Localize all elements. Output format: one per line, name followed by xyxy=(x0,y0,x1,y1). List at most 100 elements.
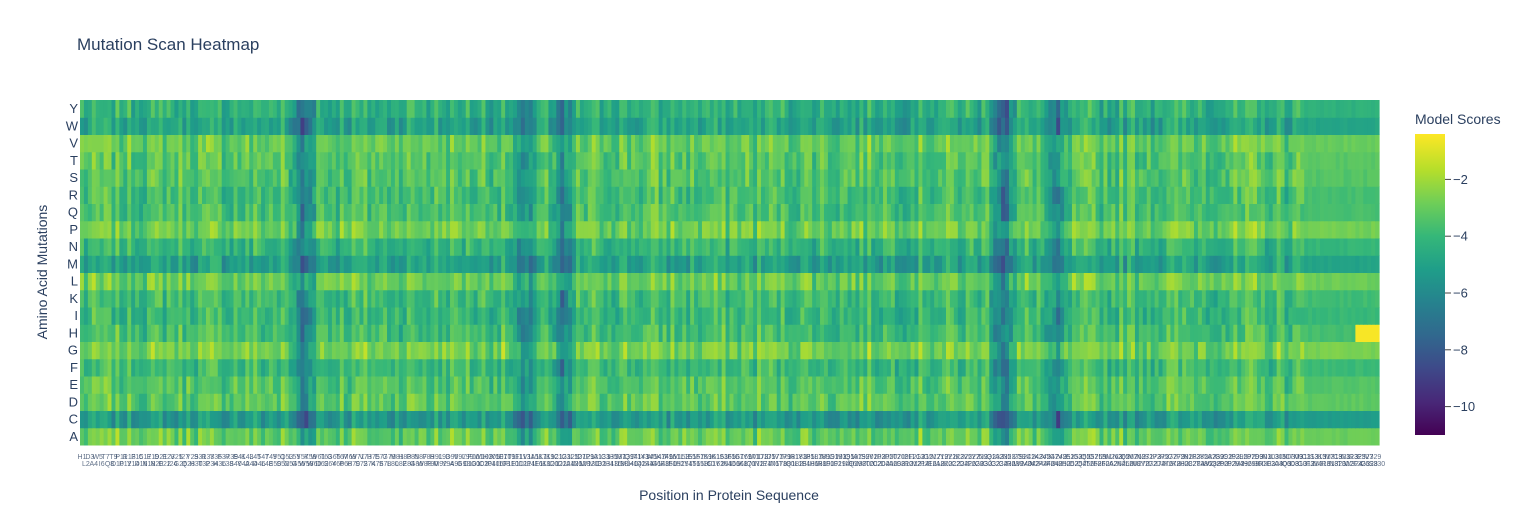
heatmap-cell xyxy=(469,186,475,204)
heatmap-cell xyxy=(768,255,774,273)
heatmap-cell xyxy=(1319,393,1325,411)
heatmap-cell xyxy=(485,324,490,342)
heatmap-cell xyxy=(1249,427,1254,446)
heatmap-cell xyxy=(1032,203,1038,222)
heatmap-cell xyxy=(599,255,605,273)
heatmap-cell xyxy=(190,427,195,446)
heatmap-cell xyxy=(666,324,672,342)
heatmap-cell xyxy=(914,427,920,446)
heatmap-cell xyxy=(489,186,494,204)
heatmap-cell xyxy=(1158,203,1164,222)
heatmap-cell xyxy=(331,255,337,273)
heatmap-cell xyxy=(1193,255,1199,273)
heatmap-cell xyxy=(1044,427,1049,446)
heatmap-cell xyxy=(450,307,455,325)
heatmap-cell xyxy=(115,307,120,325)
heatmap-cell xyxy=(650,324,656,342)
heatmap-cell xyxy=(894,203,900,222)
heatmap-cell xyxy=(343,186,349,204)
heatmap-cell xyxy=(1221,238,1227,256)
heatmap-cell xyxy=(946,307,951,325)
heatmap-cell xyxy=(823,410,829,429)
heatmap-cell xyxy=(1256,307,1262,325)
heatmap-cell xyxy=(190,186,195,204)
heatmap-cell xyxy=(812,358,817,377)
heatmap-cell xyxy=(749,341,754,360)
heatmap-cell xyxy=(1276,410,1282,429)
heatmap-cell xyxy=(1268,238,1274,256)
heatmap-cell xyxy=(942,289,947,308)
heatmap-cell xyxy=(926,393,931,411)
heatmap-cell xyxy=(95,272,101,291)
heatmap-cell xyxy=(839,410,845,429)
heatmap-cell xyxy=(694,358,699,377)
heatmap-cell xyxy=(560,220,565,239)
heatmap-cell xyxy=(607,220,613,239)
heatmap-cell xyxy=(737,376,742,394)
heatmap-cell xyxy=(355,410,361,429)
heatmap-cell xyxy=(457,393,463,411)
heatmap-cell xyxy=(1331,289,1337,308)
heatmap-cell xyxy=(662,410,668,429)
heatmap-cell xyxy=(611,186,616,204)
heatmap-cell xyxy=(1016,307,1022,325)
heatmap-cell xyxy=(1186,255,1191,273)
heatmap-cell xyxy=(1327,307,1333,325)
heatmap-cell xyxy=(390,376,396,394)
heatmap-cell xyxy=(816,289,821,308)
heatmap-cell xyxy=(721,220,727,239)
heatmap-cell xyxy=(1209,307,1215,325)
heatmap-cell xyxy=(575,255,581,273)
heatmap-cell xyxy=(284,203,290,222)
heatmap-cell xyxy=(812,289,817,308)
heatmap-cell xyxy=(324,376,329,394)
heatmap-cell xyxy=(394,393,400,411)
heatmap-cell xyxy=(631,255,636,273)
heatmap-cell xyxy=(674,324,679,342)
heatmap-cell xyxy=(351,376,357,394)
heatmap-cell xyxy=(678,341,683,360)
heatmap-cell xyxy=(839,376,845,394)
heatmap-cell xyxy=(493,203,498,222)
heatmap-cell xyxy=(272,393,278,411)
heatmap-cell xyxy=(221,427,227,446)
heatmap-cell xyxy=(505,203,510,222)
heatmap-cell xyxy=(182,255,187,273)
heatmap-cell xyxy=(690,203,695,222)
heatmap-cell xyxy=(312,186,317,204)
heatmap-cell xyxy=(1292,203,1297,222)
heatmap-cell xyxy=(284,410,290,429)
heatmap-cell xyxy=(1323,238,1329,256)
heatmap-cell xyxy=(1115,289,1120,308)
heatmap-cell xyxy=(1375,324,1380,342)
heatmap-cell xyxy=(898,393,904,411)
heatmap-cell xyxy=(1355,186,1360,204)
heatmap-cell xyxy=(1158,358,1164,377)
heatmap-cell xyxy=(1201,358,1207,377)
heatmap-cell xyxy=(1134,341,1140,360)
heatmap-cell xyxy=(217,307,223,325)
heatmap-cell xyxy=(1048,289,1053,308)
heatmap-cell xyxy=(1162,238,1168,256)
heatmap-cell xyxy=(607,186,613,204)
heatmap-cell xyxy=(83,393,89,411)
heatmap-cell xyxy=(725,186,731,204)
heatmap-cell xyxy=(1217,307,1223,325)
heatmap-cell xyxy=(461,289,467,308)
heatmap-cell xyxy=(1131,427,1136,446)
heatmap-cell xyxy=(229,186,235,204)
heatmap-cell xyxy=(1071,238,1077,256)
heatmap-cell xyxy=(107,307,113,325)
heatmap-cell xyxy=(721,255,727,273)
heatmap-cell xyxy=(1233,220,1238,239)
heatmap-cell xyxy=(398,427,404,446)
heatmap-cell xyxy=(1012,376,1018,394)
heatmap-cell xyxy=(426,255,431,273)
heatmap-cell xyxy=(599,341,605,360)
heatmap-cell xyxy=(166,307,172,325)
heatmap-cell xyxy=(308,186,313,204)
heatmap-cell xyxy=(253,238,258,256)
heatmap-cell xyxy=(1005,341,1010,360)
heatmap-cell xyxy=(816,341,821,360)
heatmap-cell xyxy=(253,410,258,429)
